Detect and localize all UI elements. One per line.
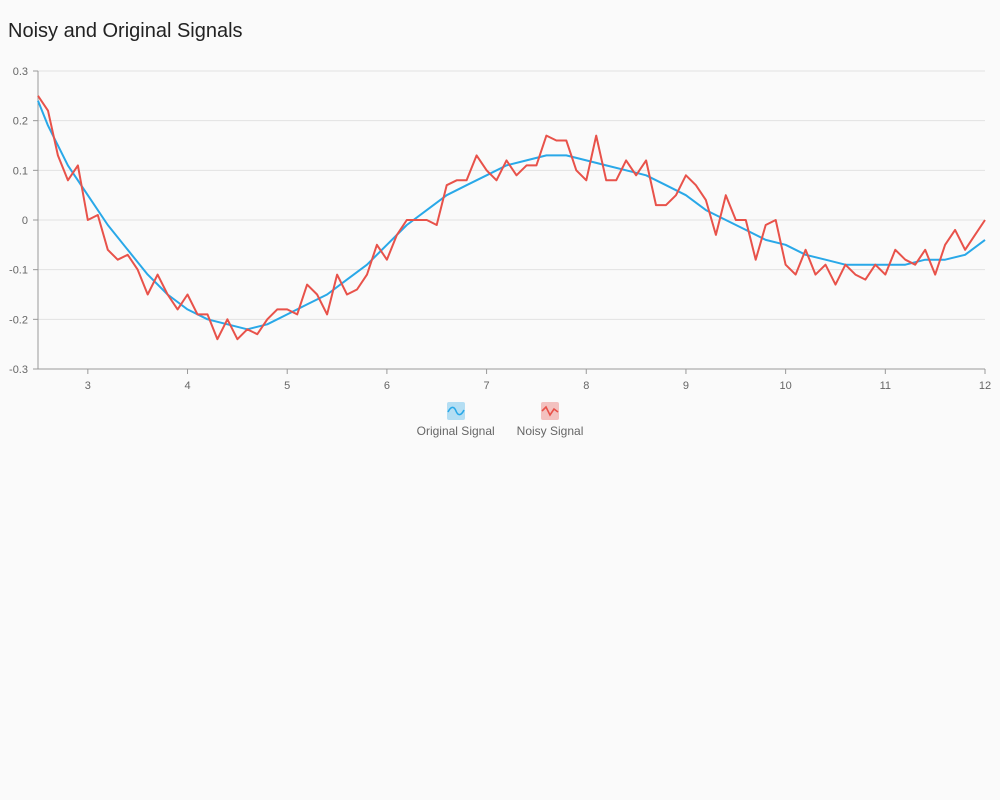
- series-lines: [37, 95, 986, 341]
- y-tick-label: 0.1: [13, 165, 28, 177]
- x-tick-label: 10: [780, 380, 792, 392]
- x-tick-labels: 3 4 5 6 7 8 9 10 11 12: [85, 380, 991, 392]
- legend-item-1[interactable]: Noisy Signal: [516, 402, 584, 438]
- x-tick-label: 5: [284, 380, 290, 392]
- legend-label: Original Signal: [416, 424, 495, 438]
- chart-title: Noisy and Original Signals: [8, 20, 243, 42]
- legend-item-0[interactable]: Original Signal: [417, 402, 495, 438]
- x-tick-label: 4: [184, 380, 190, 392]
- x-tick-label: 8: [583, 380, 589, 392]
- line-chart: 0.3 0.2 0.1 0 -0.1 -0.2 -0.3 3 4 5 6 7 8 9 10 11 12: [9, 66, 991, 392]
- axes: [37, 71, 986, 374]
- y-tick-labels: 0.3 0.2 0.1 0 -0.1 -0.2 -0.3: [9, 66, 28, 376]
- series-line-0[interactable]: [37, 100, 986, 331]
- y-tick-label: -0.1: [9, 265, 28, 277]
- wave-icon: [446, 402, 465, 420]
- y-tick-label: 0.2: [13, 116, 28, 128]
- x-tick-label: 12: [979, 380, 991, 392]
- y-tick-label: -0.3: [9, 364, 28, 376]
- series-line-1[interactable]: [37, 95, 986, 341]
- x-tick-label: 3: [85, 380, 91, 392]
- x-tick-label: 7: [484, 380, 490, 392]
- y-tick-label: 0.3: [13, 66, 28, 78]
- y-tick-label: 0: [22, 215, 28, 227]
- y-tick-label: -0.2: [9, 314, 28, 326]
- legend-label: Noisy Signal: [516, 424, 584, 438]
- x-tick-label: 6: [384, 380, 390, 392]
- x-tick-label: 9: [683, 380, 689, 392]
- grid-lines: [33, 70, 985, 370]
- chart-legend: Original Signal Noisy Signal: [0, 402, 1000, 438]
- noisy-wave-icon: [541, 402, 560, 420]
- x-tick-label: 11: [880, 380, 891, 392]
